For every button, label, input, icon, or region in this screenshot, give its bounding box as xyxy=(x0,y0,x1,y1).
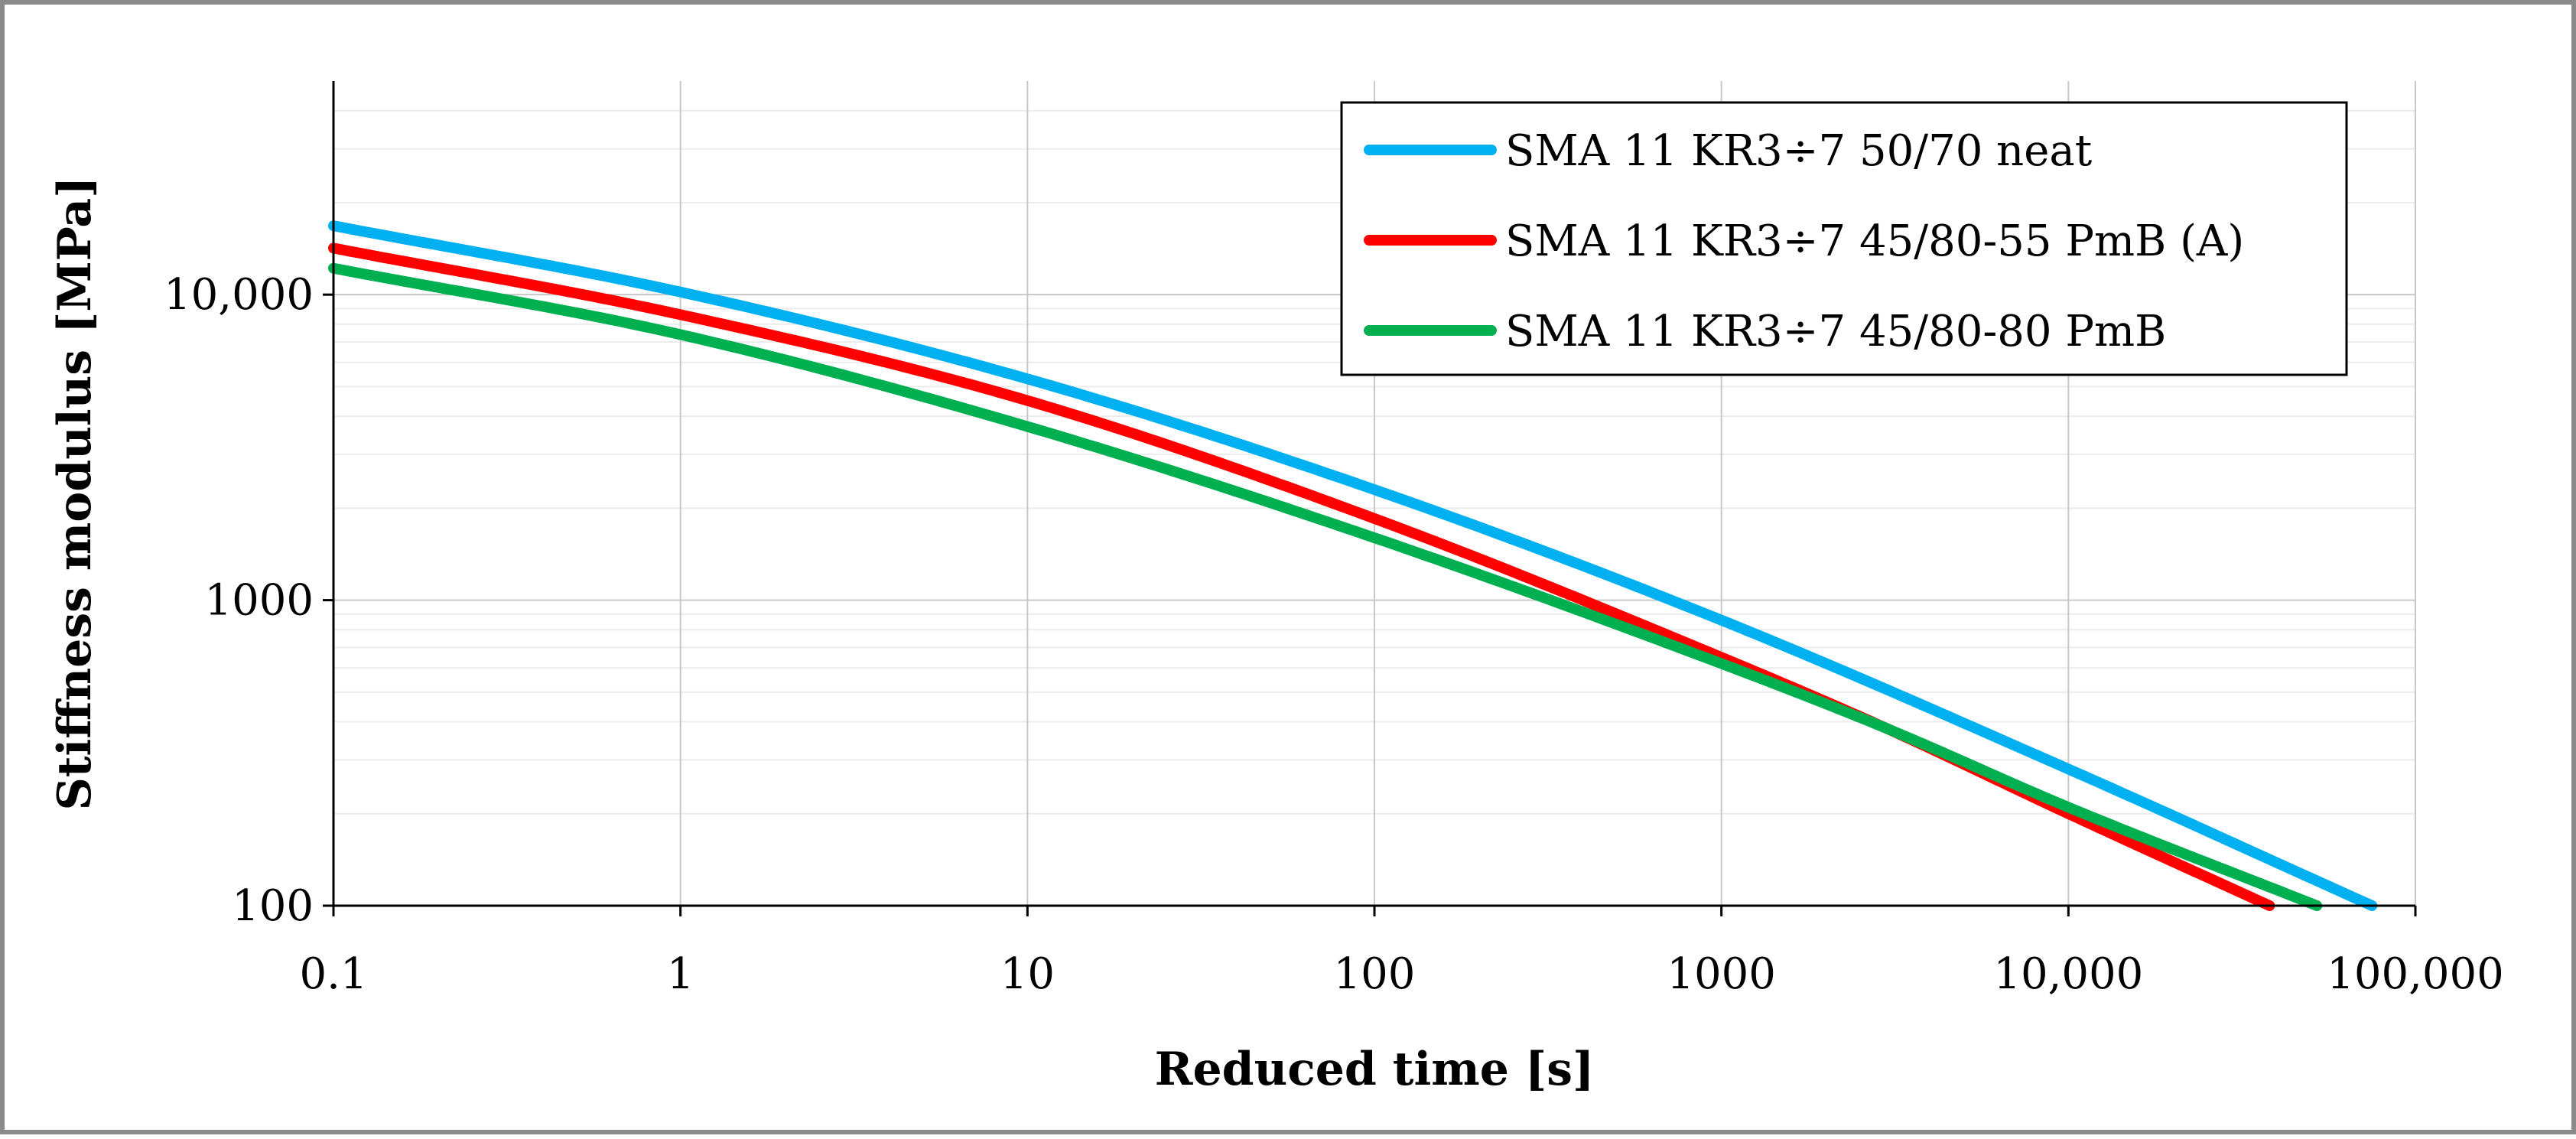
series-layer xyxy=(328,220,2378,911)
legend-box xyxy=(1340,101,2348,376)
x-tick-label: 10 xyxy=(1000,949,1055,999)
legend-label-45-80-55-pmb-a: SMA 11 KR3÷7 45/80-55 PmB (A) xyxy=(1505,216,2244,266)
legend-label-45-80-80-pmb: SMA 11 KR3÷7 45/80-80 PmB xyxy=(1505,307,2166,356)
series-line-0 xyxy=(328,220,2378,911)
y-tick-label: 100 xyxy=(232,881,314,931)
x-tick-label: 1 xyxy=(667,949,694,999)
legend: SMA 11 KR3÷7 50/70 neat SMA 11 KR3÷7 45/… xyxy=(1340,101,2348,376)
chart: 0.1 1 10 100 1000 10,000 100,000100100010,000 … xyxy=(48,81,2504,1096)
x-tick-label: 10,000 xyxy=(1993,949,2143,999)
tick-labels: 0.1 1 10 100 1000 10,000 100,000 100 1000 10,000 xyxy=(164,270,2504,999)
axes xyxy=(323,81,2417,916)
x-tick-label: 1000 xyxy=(1667,949,1776,999)
x-tick-label: 0.1 xyxy=(299,949,367,999)
series-line-2 xyxy=(328,262,2323,911)
legend-label-50-70-neat: SMA 11 KR3÷7 50/70 neat xyxy=(1505,126,2093,176)
y-tick-label: 1000 xyxy=(204,576,314,626)
y-tick-label: 10,000 xyxy=(164,270,314,320)
x-axis-title: Reduced time [s] xyxy=(1155,1043,1595,1096)
x-tick-label: 100,000 xyxy=(2327,949,2504,999)
x-tick-label: 100 xyxy=(1334,949,1416,999)
y-axis-title: Stiffness modulus [MPa] xyxy=(48,176,102,810)
